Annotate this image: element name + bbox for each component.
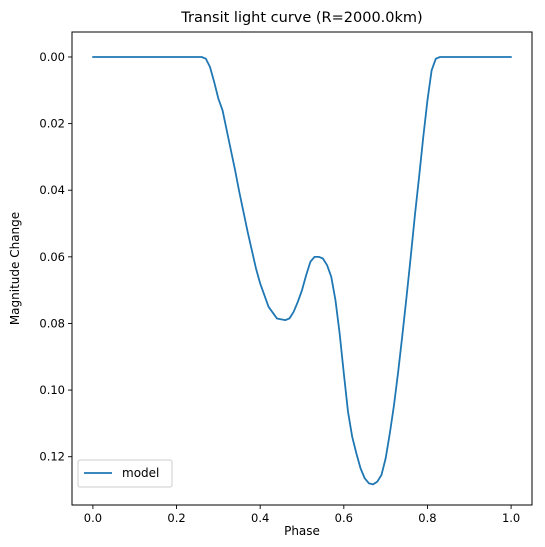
x-axis-label: Phase (284, 524, 320, 538)
series-layer (92, 56, 512, 486)
x-axis: 0.0 0.2 0.4 0.6 0.8 1.0 (84, 505, 520, 525)
legend-box (77, 459, 173, 488)
y-tick-label: 0.04 (39, 183, 65, 197)
y-tick-label: 0.02 (39, 117, 65, 131)
x-tick-label: 1.0 (502, 511, 520, 525)
series-line-model (92, 56, 512, 486)
x-tick-label: 0.2 (167, 511, 185, 525)
y-axis: 0.00 0.02 0.04 0.06 0.08 0.10 0.12 (39, 50, 72, 464)
x-tick-label: 0.8 (418, 511, 436, 525)
legend-label: model (122, 466, 159, 480)
y-axis-label: Magnitude Change (8, 212, 22, 325)
legend: model (77, 459, 173, 488)
plot-area (71, 31, 533, 506)
y-tick-label: 0.08 (39, 316, 65, 330)
y-tick-label: 0.12 (39, 450, 65, 464)
x-tick-label: 0.0 (84, 511, 102, 525)
y-tick-label: 0.10 (39, 383, 65, 397)
y-tick-label: 0.00 (39, 50, 65, 64)
x-tick-label: 0.4 (251, 511, 269, 525)
x-tick-label: 0.6 (335, 511, 353, 525)
chart-title: Transit light curve (R=2000.0km) (180, 10, 422, 26)
y-tick-label: 0.06 (39, 250, 65, 264)
plot-frame (71, 31, 533, 506)
